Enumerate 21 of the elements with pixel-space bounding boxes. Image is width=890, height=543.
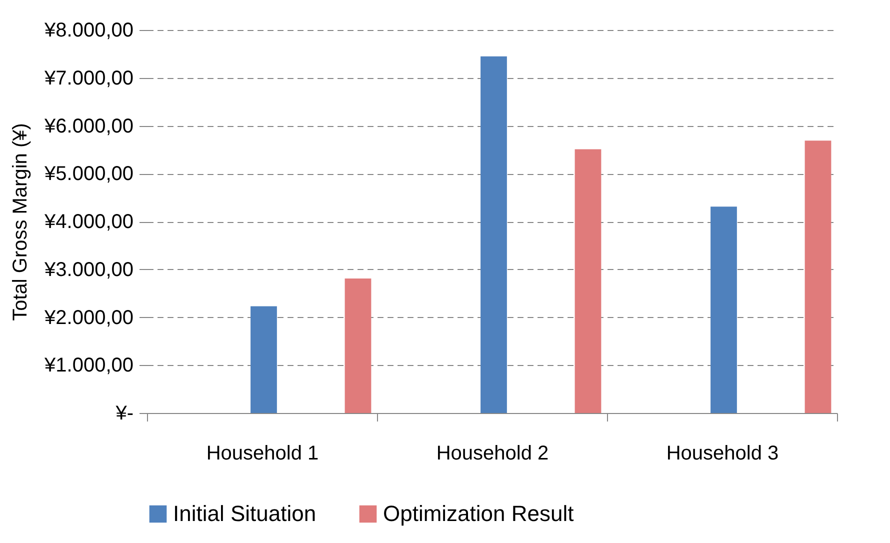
y-tick-label: ¥- [114, 402, 134, 424]
y-tick-label: ¥5.000,00 [44, 163, 134, 186]
legend-label: Optimization Result [383, 501, 574, 526]
y-tick-label: ¥6.000,00 [44, 115, 134, 138]
bar [344, 278, 372, 413]
y-tick-label: ¥1.000,00 [44, 354, 134, 377]
y-tick-label: ¥3.000,00 [44, 258, 134, 281]
bar [250, 306, 277, 413]
bar [480, 56, 507, 413]
legend-label: Initial Situation [173, 501, 316, 526]
bar [574, 149, 602, 413]
y-tick-label: ¥7.000,00 [44, 67, 134, 90]
x-tick-label: Household 3 [666, 442, 779, 464]
bar [710, 206, 737, 413]
x-tick-label: Household 2 [436, 442, 549, 464]
y-tick-label: ¥2.000,00 [44, 306, 134, 329]
bar [804, 140, 832, 413]
x-tick-label: Household 1 [206, 442, 319, 464]
y-axis-title: Total Gross Margin (¥) [10, 123, 32, 321]
y-tick-label: ¥8.000,00 [44, 20, 134, 42]
y-tick-label: ¥4.000,00 [44, 211, 134, 233]
